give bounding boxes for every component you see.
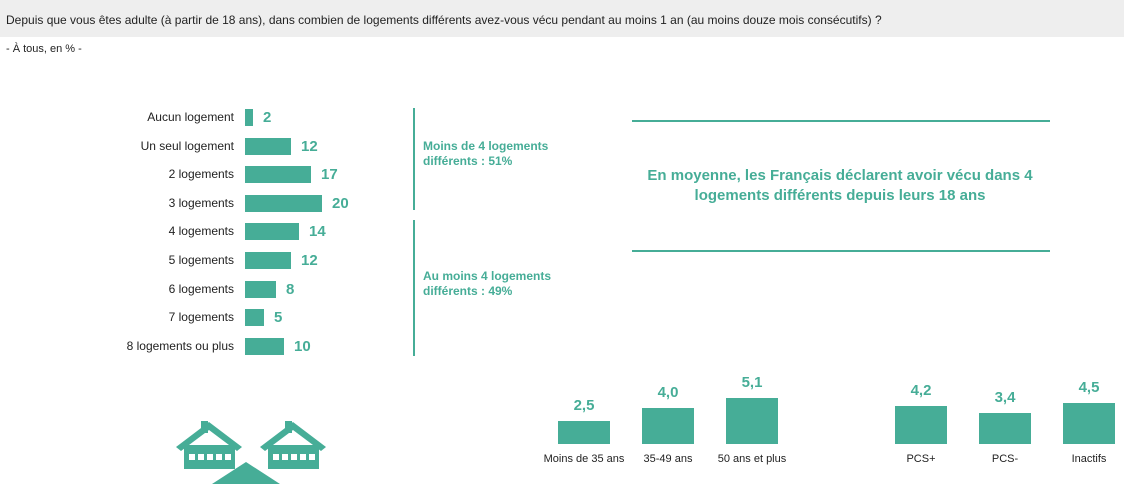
group-bracket-less-than-4 [413,108,415,210]
houses-icon [176,421,326,484]
column-label-age-50-ans-et-plus: 50 ans et plus [717,453,787,465]
column-age-moins-de-35-ans [558,421,610,444]
column-value-pcs-inactifs: 4,5 [1078,379,1100,396]
bar-7-logements [245,309,264,326]
bar-value-5-logements: 12 [301,252,318,269]
base-subtitle: - À tous, en % - [6,43,82,55]
bar-label-aucun-logement: Aucun logement [147,110,234,124]
column-value-pcs-pcs-: 3,4 [994,389,1016,406]
bar-label-5-logements: 5 logements [168,253,234,267]
question-header: Depuis que vous êtes adulte (à partir de… [0,0,1124,37]
bar-3-logements [245,195,322,212]
bar-label-8-logements-ou-plus: 8 logements ou plus [126,339,234,353]
column-value-age-50-ans-et-plus: 5,1 [741,374,763,391]
highlight-rule-top [632,120,1050,122]
bar-value-7-logements: 5 [274,309,283,326]
average-highlight-text: En moyenne, les Français déclarent avoir… [647,167,1033,204]
bar-value-un-seul-logement: 12 [301,138,318,155]
group-label-at-least-4: Au moins 4 logements différents : 49% [423,269,552,298]
column-pcs-inactifs [1063,403,1115,444]
question-text: Depuis que vous êtes adulte (à partir de… [6,13,882,27]
bar-8-logements-ou-plus [245,338,284,355]
bar-4-logements [245,223,299,240]
bar-label-6-logements: 6 logements [168,282,234,296]
column-age-35-49-ans [642,408,694,444]
group-label-less-than-4: Moins de 4 logements différents : 51% [423,139,549,168]
column-label-pcs-pcs-: PCS- [991,453,1019,465]
column-label-pcs-pcsplus: PCS+ [906,453,936,465]
bar-6-logements [245,281,276,298]
column-label-age-35-49-ans: 35-49 ans [643,453,693,465]
bar-value-aucun-logement: 2 [263,109,272,126]
bar-label-4-logements: 4 logements [168,224,234,238]
bar-label-7-logements: 7 logements [168,310,234,324]
column-value-pcs-pcsplus: 4,2 [910,382,932,399]
column-value-age-moins-de-35-ans: 2,5 [573,397,595,414]
column-age-50-ans-et-plus [726,398,778,444]
column-value-age-35-49-ans: 4,0 [657,384,679,401]
column-pcs-pcs- [979,413,1031,444]
column-label-pcs-inactifs: Inactifs [1071,453,1107,465]
bar-5-logements [245,252,291,269]
bar-value-6-logements: 8 [286,281,295,298]
highlight-rule-bottom [632,250,1050,252]
bar-label-un-seul-logement: Un seul logement [140,139,234,153]
column-label-age-moins-de-35-ans: Moins de 35 ans [543,453,625,465]
bar-label-2-logements: 2 logements [168,167,234,181]
bar-value-3-logements: 20 [332,195,349,212]
bar-label-3-logements: 3 logements [168,196,234,210]
bar-value-2-logements: 17 [321,166,338,183]
group-bracket-at-least-4 [413,220,415,356]
bar-2-logements [245,166,311,183]
bar-aucun-logement [245,109,253,126]
bar-un-seul-logement [245,138,291,155]
bar-value-4-logements: 14 [309,223,326,240]
bar-value-8-logements-ou-plus: 10 [294,338,311,355]
column-pcs-pcsplus [895,406,947,444]
